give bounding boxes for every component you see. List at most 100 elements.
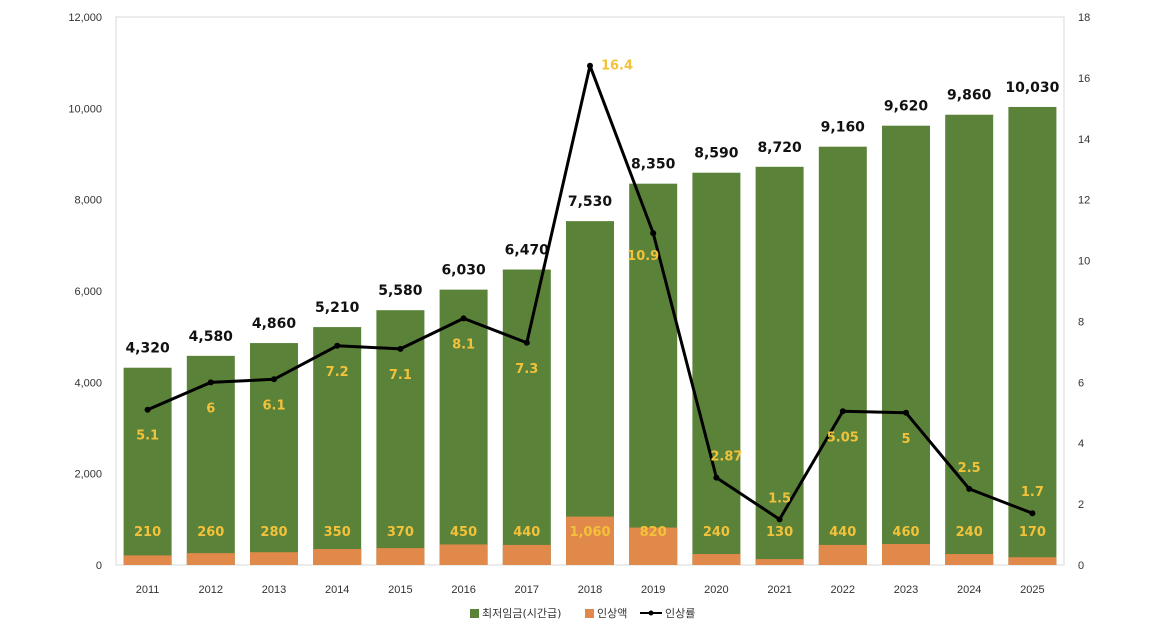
x-tick-label: 2021 <box>767 584 791 596</box>
legend-label-rate: 인상률 <box>665 607 695 620</box>
increase-bar <box>755 559 804 565</box>
rate-data-label: 1.5 <box>768 491 791 506</box>
wage-bar <box>123 367 172 565</box>
increase-bar <box>186 553 235 565</box>
total-data-label: 7,530 <box>568 194 613 210</box>
rate-data-label: 8.1 <box>452 337 475 352</box>
increase-data-label: 350 <box>324 525 351 540</box>
rate-point <box>713 474 720 481</box>
x-tick-label: 2012 <box>199 584 223 596</box>
rate-data-label: 7.3 <box>515 362 538 377</box>
increase-data-label: 440 <box>829 525 856 540</box>
y-left-tick-label: 8,000 <box>74 195 102 207</box>
increase-bar <box>566 516 614 565</box>
increase-bar <box>250 552 298 565</box>
rate-data-label: 6.1 <box>262 398 285 413</box>
total-data-label: 5,210 <box>315 300 360 316</box>
legend-swatch-rate-point <box>648 610 654 616</box>
wage-bar <box>566 221 614 565</box>
rate-point <box>587 62 593 69</box>
rate-data-label: 5.05 <box>827 430 859 445</box>
increase-bar <box>502 544 551 565</box>
rate-point <box>271 376 277 383</box>
rate-point <box>207 379 214 386</box>
y-left-tick-label: 4,000 <box>74 377 102 389</box>
increase-data-label: 210 <box>134 525 161 540</box>
y-left-tick-label: 10,000 <box>68 103 102 115</box>
rate-point <box>460 315 467 322</box>
y-left-tick-label: 2,000 <box>74 469 102 481</box>
x-tick-label: 2015 <box>388 584 412 596</box>
increase-data-label: 440 <box>513 525 540 540</box>
y-right-tick-label: 12 <box>1078 195 1090 207</box>
y-right-tick-label: 16 <box>1078 73 1090 85</box>
increase-data-label: 240 <box>703 525 730 540</box>
y-right-tick-label: 4 <box>1078 438 1084 450</box>
increase-data-label: 170 <box>1019 525 1046 540</box>
rate-data-label: 2.5 <box>958 461 981 476</box>
increase-bar <box>692 554 741 565</box>
total-data-label: 8,350 <box>631 157 676 173</box>
rate-data-label: 7.2 <box>326 365 349 380</box>
x-tick-label: 2022 <box>831 584 855 596</box>
increase-data-label: 820 <box>640 525 667 540</box>
x-tick-label: 2013 <box>262 584 286 596</box>
total-data-label: 6,470 <box>505 243 550 259</box>
total-data-label: 8,590 <box>694 146 739 162</box>
rate-point <box>966 485 973 492</box>
increase-bar <box>818 544 867 565</box>
wage-bar <box>439 289 488 565</box>
rate-data-label: 5 <box>901 432 910 447</box>
increase-data-label: 450 <box>450 525 477 540</box>
y-left-tick-label: 12,000 <box>68 12 102 24</box>
total-data-label: 10,030 <box>1005 80 1059 96</box>
total-data-label: 9,860 <box>947 88 992 104</box>
legend-label-wage: 최저임금(시간급) <box>482 607 561 620</box>
x-tick-label: 2018 <box>578 584 602 596</box>
y-right-tick-label: 2 <box>1078 499 1084 511</box>
x-tick-label: 2024 <box>957 584 981 596</box>
wage-bar <box>945 114 994 565</box>
total-data-label: 4,860 <box>252 316 297 332</box>
x-tick-label: 2020 <box>704 584 728 596</box>
wage-bar <box>692 172 741 565</box>
total-data-label: 4,320 <box>125 341 170 357</box>
total-data-label: 6,030 <box>441 263 486 279</box>
increase-data-label: 240 <box>956 525 983 540</box>
x-tick-label: 2011 <box>136 584 160 596</box>
rate-data-label: 10.9 <box>627 249 659 264</box>
increase-bar <box>629 527 678 565</box>
x-tick-label: 2025 <box>1020 584 1044 596</box>
rate-point <box>144 406 151 413</box>
x-tick-label: 2023 <box>894 584 918 596</box>
x-tick-label: 2017 <box>515 584 539 596</box>
increase-data-label: 130 <box>766 525 793 540</box>
rate-point <box>650 230 657 237</box>
wage-bar <box>376 310 425 565</box>
rate-data-label: 7.1 <box>389 368 412 383</box>
increase-bar <box>313 549 362 565</box>
wage-bar <box>1008 106 1057 566</box>
rate-point <box>1029 510 1036 517</box>
wage-bar <box>755 166 804 565</box>
y-right-tick-label: 8 <box>1078 316 1084 328</box>
increase-data-label: 260 <box>197 525 224 540</box>
legend-swatch-wage <box>470 609 479 618</box>
y-left-tick-label: 6,000 <box>74 286 102 298</box>
y-right-tick-label: 14 <box>1078 134 1090 146</box>
x-tick-label: 2014 <box>325 584 349 596</box>
rate-data-label: 1.7 <box>1021 485 1044 500</box>
x-tick-label: 2019 <box>641 584 665 596</box>
y-right-tick-label: 10 <box>1078 256 1090 268</box>
rate-data-label: 2.87 <box>710 450 742 465</box>
rate-point <box>903 409 909 416</box>
rate-data-label: 6 <box>206 401 215 416</box>
rate-point <box>397 345 404 352</box>
rate-point <box>334 342 341 349</box>
wage-bar <box>882 125 930 565</box>
rate-data-label: 16.4 <box>601 59 633 74</box>
total-data-label: 9,160 <box>821 120 866 136</box>
increase-data-label: 1,060 <box>569 525 610 540</box>
